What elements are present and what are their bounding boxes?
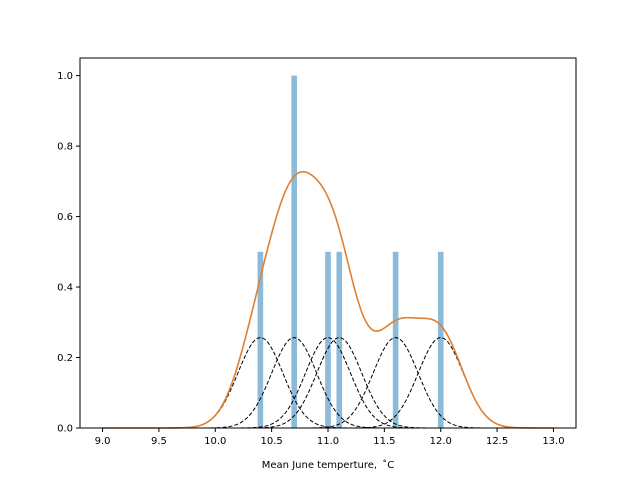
histogram-bar-3	[336, 251, 343, 428]
x-tick-label: 10.5	[261, 436, 283, 447]
x-tick-label: 12.5	[486, 436, 508, 447]
y-tick-label: 0.8	[57, 142, 73, 153]
y-tick-label: 0.2	[57, 353, 73, 364]
y-axis-ticks: 0.0 0.2 0.4 0.6 0.8 1.0	[57, 71, 80, 435]
histogram-bar-0	[257, 251, 264, 428]
x-tick-label: 9.0	[95, 436, 111, 447]
y-tick-label: 0.6	[57, 212, 73, 223]
y-tick-label: 0.0	[57, 424, 73, 435]
x-axis-label: Mean June temperture, ˚C	[262, 459, 394, 471]
histogram-bar-5	[437, 251, 444, 428]
x-tick-label: 11.0	[317, 436, 339, 447]
y-tick-label: 1.0	[57, 71, 73, 82]
histogram-bars	[257, 75, 444, 428]
histogram-bar-1	[291, 75, 297, 428]
histogram-bar-4	[392, 251, 399, 428]
histogram-bar-2	[325, 251, 331, 428]
y-tick-label: 0.4	[57, 283, 73, 294]
x-tick-label: 9.5	[151, 436, 167, 447]
x-tick-label: 11.5	[373, 436, 395, 447]
x-tick-label: 12.0	[430, 436, 452, 447]
x-tick-label: 10.0	[204, 436, 226, 447]
x-axis-ticks: 9.0 9.5 10.0 10.5 11.0 11.5 12.0 12.5 13.0	[95, 428, 565, 447]
x-tick-label: 13.0	[542, 436, 564, 447]
